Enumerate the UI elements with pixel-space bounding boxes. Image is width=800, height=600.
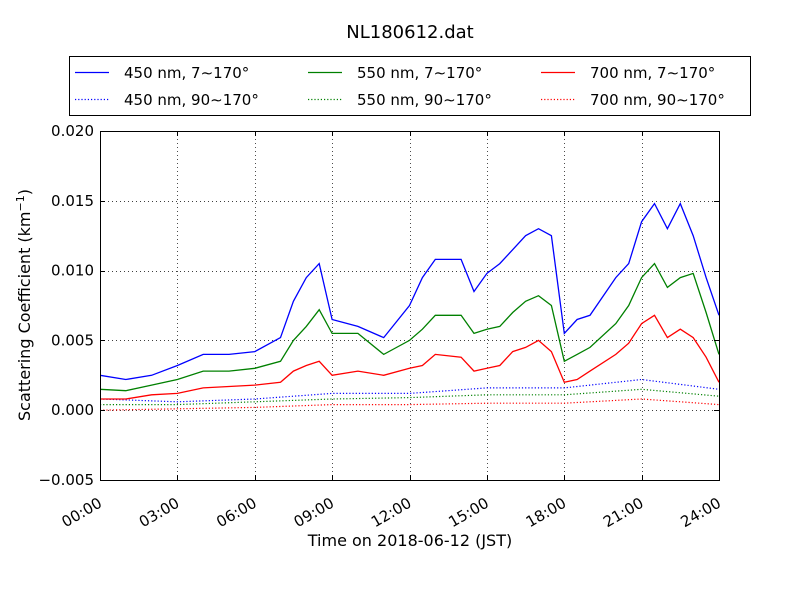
x-tick-label: 09:00 <box>291 494 337 531</box>
x-tick-label: 12:00 <box>368 494 414 531</box>
y-tick-label: 0.020 <box>51 122 94 140</box>
y-axis-label: Scattering Coefficient (km−1) <box>14 189 35 421</box>
y-axis-label-main: Scattering Coefficient (km <box>15 211 34 421</box>
y-tick-label: 0.005 <box>51 331 94 349</box>
legend-frame <box>69 56 751 116</box>
chart-title: NL180612.dat <box>346 22 473 43</box>
x-tick-label: 24:00 <box>678 494 724 531</box>
legend-label: 700 nm, 7∼170° <box>590 64 715 82</box>
y-tick-label: 0.010 <box>51 262 94 280</box>
series-line <box>100 314 719 400</box>
x-tick-label: 00:00 <box>59 494 105 531</box>
x-axis-label: Time on 2018-06-12 (JST) <box>307 531 512 550</box>
x-tick-label: 15:00 <box>445 494 491 531</box>
legend: 450 nm, 7∼170° 550 nm, 7∼170° 700 nm, 7∼17… <box>69 56 751 116</box>
x-tick-label: 21:00 <box>600 494 646 531</box>
x-tick-label: 03:00 <box>136 494 182 531</box>
y-axis-label-close: ) <box>15 189 34 195</box>
series-line <box>100 388 719 406</box>
ticks: 00:00 03:00 06:00 09:00 12:00 15:00 18:00 21:00… <box>38 122 724 531</box>
plot-frame <box>100 131 720 481</box>
legend-label: 450 nm, 90∼170° <box>124 91 259 109</box>
y-tick-label: 0.000 <box>51 401 94 419</box>
legend-label: 700 nm, 90∼170° <box>590 91 725 109</box>
series-line <box>100 398 719 411</box>
series-layer <box>100 202 719 411</box>
legend-label: 550 nm, 7∼170° <box>357 64 482 82</box>
legend-label: 550 nm, 90∼170° <box>357 91 492 109</box>
series-line <box>100 378 719 403</box>
y-axis-label-exponent: −1 <box>14 195 27 211</box>
y-tick-label: −0.005 <box>38 471 94 489</box>
x-tick-label: 06:00 <box>213 494 259 531</box>
series-line <box>100 202 719 381</box>
legend-label: 450 nm, 7∼170° <box>124 64 249 82</box>
series-line <box>100 262 719 392</box>
x-tick-label: 18:00 <box>523 494 569 531</box>
plot-area: 00:00 03:00 06:00 09:00 12:00 15:00 18:00 21:00… <box>38 122 724 531</box>
y-tick-label: 0.015 <box>51 192 94 210</box>
